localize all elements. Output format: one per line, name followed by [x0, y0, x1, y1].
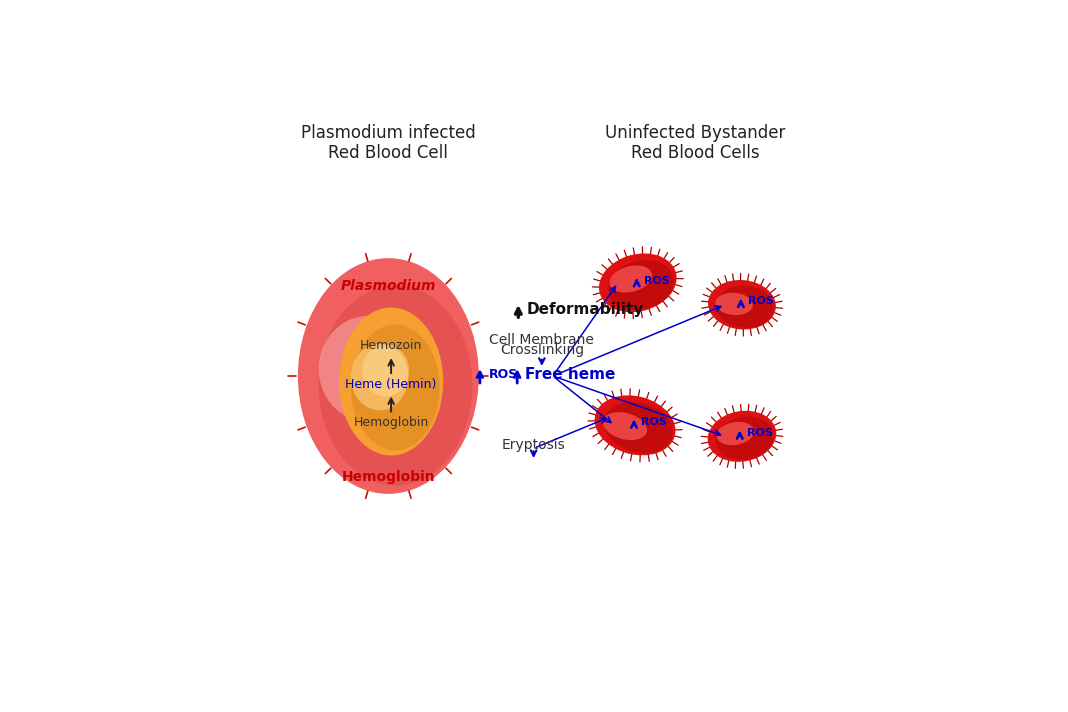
- Ellipse shape: [716, 417, 774, 460]
- Ellipse shape: [351, 325, 440, 450]
- Ellipse shape: [318, 316, 419, 422]
- Text: ROS: ROS: [641, 417, 668, 427]
- Ellipse shape: [599, 253, 677, 312]
- Ellipse shape: [708, 411, 776, 462]
- Ellipse shape: [602, 412, 647, 440]
- Text: Cell Membrane: Cell Membrane: [489, 333, 594, 347]
- Text: Hemoglobin: Hemoglobin: [342, 471, 435, 484]
- Text: Heme (Hemin): Heme (Hemin): [345, 378, 437, 391]
- Text: Hemozoin: Hemozoin: [360, 340, 422, 352]
- Ellipse shape: [339, 308, 443, 456]
- Ellipse shape: [716, 293, 753, 315]
- Ellipse shape: [318, 286, 472, 486]
- Text: ROS: ROS: [748, 296, 774, 306]
- Text: ROS: ROS: [644, 276, 670, 286]
- Ellipse shape: [708, 280, 776, 330]
- Ellipse shape: [716, 286, 773, 328]
- Text: Free heme: Free heme: [525, 367, 616, 382]
- Ellipse shape: [610, 266, 651, 293]
- Ellipse shape: [717, 422, 754, 445]
- Ellipse shape: [608, 260, 674, 310]
- Ellipse shape: [595, 395, 675, 456]
- Text: ROS: ROS: [489, 368, 518, 382]
- Text: Plasmodium infected
Red Blood Cell: Plasmodium infected Red Blood Cell: [301, 124, 475, 162]
- Ellipse shape: [298, 258, 478, 494]
- Text: Hemoglobin: Hemoglobin: [354, 416, 428, 429]
- Text: Plasmodium: Plasmodium: [341, 278, 436, 293]
- Text: Crosslinking: Crosslinking: [500, 343, 584, 357]
- Ellipse shape: [362, 345, 409, 397]
- Text: Eryptosis: Eryptosis: [502, 438, 566, 451]
- Text: ROS: ROS: [747, 428, 773, 438]
- Text: Deformability: Deformability: [528, 302, 644, 317]
- Text: Uninfected Bystander
Red Blood Cells: Uninfected Bystander Red Blood Cells: [606, 124, 786, 162]
- Ellipse shape: [351, 344, 408, 410]
- Ellipse shape: [604, 402, 673, 453]
